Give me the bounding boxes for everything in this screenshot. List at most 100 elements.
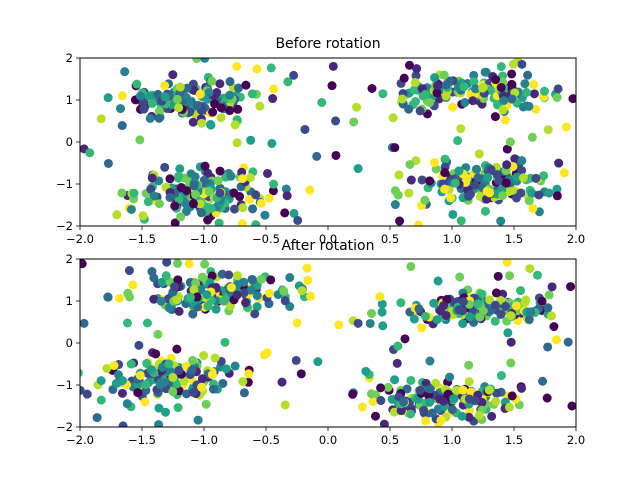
- scatter-point: [411, 71, 421, 81]
- scatter-point: [102, 364, 112, 374]
- scatter-point: [367, 84, 377, 93]
- scatter-point: [188, 387, 198, 397]
- scatter-point: [517, 383, 527, 393]
- scatter-point: [432, 88, 442, 98]
- scatter-point: [140, 397, 150, 407]
- scatter-point: [226, 171, 236, 181]
- scatter-point: [482, 186, 492, 196]
- scatter-point: [544, 290, 554, 300]
- scatter-point: [234, 83, 244, 93]
- scatter-point: [491, 288, 501, 298]
- scatter-point: [375, 292, 385, 302]
- scatter-point: [128, 280, 138, 290]
- scatter-point: [388, 113, 398, 123]
- scatter-point: [202, 290, 212, 300]
- scatter-point: [465, 189, 475, 199]
- scatter-point: [390, 143, 400, 153]
- scatter-point: [260, 210, 270, 220]
- scatter-point: [500, 115, 510, 125]
- scatter-point: [425, 356, 435, 366]
- scatter-point: [129, 188, 139, 198]
- scatter-point: [112, 210, 122, 220]
- scatter-point: [232, 271, 242, 281]
- scatter-point: [199, 351, 209, 361]
- scatter-point: [406, 262, 416, 272]
- scatter-point: [195, 89, 205, 99]
- scatter-point: [289, 208, 299, 218]
- scatter-point: [507, 79, 517, 89]
- scatter-point: [448, 102, 458, 112]
- y-tick-label: 1: [66, 294, 73, 308]
- scatter-point: [229, 188, 239, 198]
- x-tick-label: −1.5: [128, 433, 156, 447]
- scatter-point: [454, 305, 464, 315]
- scatter-point: [378, 321, 388, 331]
- scatter-point: [405, 60, 415, 70]
- scatter-point: [172, 295, 182, 305]
- scatter-point: [512, 172, 522, 182]
- scatter-point: [248, 204, 258, 214]
- scatter-point: [508, 59, 518, 69]
- scatter-point: [477, 289, 487, 299]
- scatter-point: [516, 188, 526, 198]
- scatter-point: [537, 296, 547, 306]
- scatter-point: [502, 160, 512, 170]
- scatter-point: [547, 282, 557, 292]
- scatter-point: [188, 117, 198, 127]
- x-tick-label: 1.0: [443, 232, 461, 246]
- scatter-point: [567, 401, 576, 411]
- scatter-point: [208, 384, 218, 394]
- scatter-point: [156, 296, 166, 306]
- scatter-point: [160, 92, 170, 102]
- scatter-point: [447, 405, 457, 415]
- scatter-point: [176, 212, 186, 222]
- scatter-point: [506, 358, 516, 368]
- scatter-point: [404, 188, 414, 198]
- scatter-point: [529, 80, 539, 90]
- scatter-point: [471, 164, 481, 174]
- scatter-point: [173, 275, 183, 285]
- scatter-point: [446, 193, 456, 203]
- scatter-point: [451, 385, 461, 395]
- scatter-point: [267, 138, 277, 148]
- scatter-point: [406, 409, 416, 419]
- scatter-point: [453, 136, 463, 146]
- scatter-point: [247, 89, 257, 99]
- scatter-point: [510, 154, 520, 164]
- scatter-point: [120, 67, 130, 77]
- scatter-point: [195, 199, 205, 209]
- scatter-point: [429, 298, 439, 308]
- scatter-point: [207, 76, 217, 86]
- scatter-point: [239, 388, 249, 398]
- scatter-point: [117, 91, 127, 101]
- scatter-point: [161, 271, 171, 281]
- scatter-point: [400, 334, 410, 344]
- scatter-point: [174, 366, 184, 376]
- scatter-point: [409, 85, 419, 95]
- x-tick-label: −1.0: [190, 433, 218, 447]
- scatter-point: [414, 304, 424, 314]
- scatter-point: [486, 165, 496, 175]
- scatter-point: [111, 378, 121, 388]
- scatter-point: [440, 168, 450, 178]
- scatter-point: [200, 58, 210, 63]
- scatter-point: [473, 173, 483, 183]
- scatter-point: [215, 188, 225, 198]
- scatter-point: [173, 403, 183, 413]
- scatter-point: [524, 196, 534, 206]
- scatter-point: [445, 372, 455, 382]
- scatter-point: [122, 318, 132, 328]
- scatter-point: [293, 215, 303, 225]
- scatter-point: [496, 83, 506, 93]
- x-tick-label: −1.5: [128, 232, 156, 246]
- scatter-point: [289, 70, 299, 80]
- x-tick-label: 2.0: [567, 433, 585, 447]
- scatter-point: [462, 173, 472, 183]
- scatter-point: [154, 106, 164, 116]
- scatter-point: [185, 292, 195, 302]
- scatter-point: [483, 172, 493, 182]
- scatter-point: [215, 166, 225, 176]
- scatter-point: [245, 173, 255, 183]
- scatter-point: [524, 101, 534, 111]
- scatter-point: [124, 266, 134, 276]
